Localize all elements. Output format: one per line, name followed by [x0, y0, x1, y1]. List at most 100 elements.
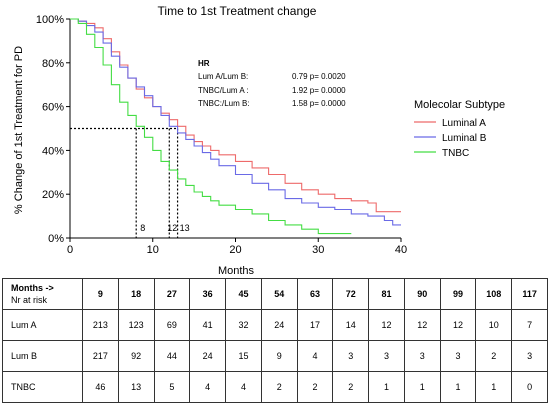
at-risk-cell: 3 [332, 340, 370, 372]
month-header-cell: 36 [189, 278, 227, 310]
at-risk-cell: 12 [403, 309, 441, 341]
at-risk-cell: 9 [260, 340, 298, 372]
at-risk-cell: 4 [225, 371, 262, 403]
at-risk-cell: 3 [403, 340, 441, 372]
at-risk-cell: 69 [153, 309, 191, 341]
y-tick-label: 40% [42, 145, 64, 157]
row-label-cell: Lum A [2, 309, 83, 341]
at-risk-cell: 2 [260, 371, 298, 403]
hr-row-label: TNBC:/Lum B: [198, 99, 250, 108]
at-risk-cell: 15 [225, 340, 262, 372]
month-header-cell: 108 [475, 278, 513, 310]
y-axis-label: % Change of 1st Treatment for PD [13, 46, 25, 214]
month-header-cell: 63 [296, 278, 334, 310]
header-label: Months -> [11, 283, 54, 293]
at-risk-cell: 32 [225, 309, 262, 341]
at-risk-cell: 0 [511, 371, 548, 403]
axes: 0% 20% 40% 60% 80% 100% 0 10 20 30 40 [36, 14, 407, 256]
header-sublabel: Nr at risk [11, 295, 47, 305]
at-risk-cell: 46 [82, 371, 119, 403]
at-risk-cell: 1 [403, 371, 441, 403]
legend-title: Molecolar Subtype [414, 99, 505, 111]
median-label: 12 [167, 223, 177, 233]
series-line-luminal-a [70, 18, 401, 213]
month-header-cell: 45 [225, 278, 262, 310]
at-risk-cell: 41 [189, 309, 227, 341]
at-risk-cell: 12 [368, 309, 405, 341]
number-at-risk-table: Months -> Nr at risk 9 18 27 36 45 54 63 72 81 90 99… [2, 278, 548, 403]
at-risk-cell: 123 [117, 309, 155, 341]
at-risk-cell: 3 [439, 340, 477, 372]
month-header-cell: 18 [117, 278, 155, 310]
at-risk-cell: 14 [332, 309, 370, 341]
at-risk-cell: 5 [153, 371, 191, 403]
hr-row-label: TNBC/Lum A : [198, 86, 249, 95]
hazard-ratio-annotation: HR Lum A/Lum B: 0.79 p= 0.0020 TNBC/Lum … [198, 59, 346, 108]
at-risk-cell: 4 [189, 371, 227, 403]
at-risk-cell: 13 [117, 371, 155, 403]
at-risk-cell: 7 [511, 309, 548, 341]
hr-row-label: Lum A/Lum B: [198, 72, 248, 81]
at-risk-cell: 24 [260, 309, 298, 341]
at-risk-cell: 2 [475, 340, 513, 372]
at-risk-cell: 2 [332, 371, 370, 403]
table-row: Lum A 213 123 69 41 32 24 17 14 12 12 12 10 7 [2, 309, 548, 341]
hr-row-value: 0.79 p= 0.0020 [292, 72, 346, 81]
at-risk-cell: 213 [82, 309, 119, 341]
legend-entry: TNBC [442, 148, 469, 159]
month-header-cell: 81 [368, 278, 405, 310]
row-label-cell: Lum B [2, 340, 83, 372]
median-label: 8 [140, 223, 145, 233]
month-header-cell: 117 [511, 278, 548, 310]
table-header-row: Months -> Nr at risk 9 18 27 36 45 54 63 72 81 90 99… [2, 278, 548, 310]
header-label-cell: Months -> Nr at risk [2, 278, 83, 310]
x-tick-label: 0 [67, 244, 73, 256]
at-risk-cell: 1 [368, 371, 405, 403]
legend-entry: Luminal A [442, 118, 486, 129]
at-risk-cell: 17 [296, 309, 334, 341]
x-axis-label: Months [218, 265, 255, 277]
survival-chart: Time to 1st Treatment change % Change of… [13, 4, 505, 277]
at-risk-cell: 10 [475, 309, 513, 341]
month-header-cell: 27 [153, 278, 191, 310]
x-tick-label: 30 [312, 244, 324, 256]
at-risk-cell: 3 [368, 340, 405, 372]
legend: Molecolar Subtype Luminal A Luminal B TNBC [414, 99, 505, 159]
at-risk-cell: 92 [117, 340, 155, 372]
legend-entry: Luminal B [442, 133, 487, 144]
month-header-cell: 99 [439, 278, 477, 310]
series-line-tnbc [70, 18, 352, 235]
y-tick-label: 100% [36, 14, 64, 26]
chart-title: Time to 1st Treatment change [158, 4, 317, 18]
series-line-luminal-b [70, 18, 401, 226]
at-risk-cell: 1 [439, 371, 477, 403]
median-reference-lines: 8 12 13 [70, 127, 190, 238]
y-tick-label: 60% [42, 102, 64, 114]
hr-row-value: 1.58 p= 0.0000 [292, 99, 346, 108]
month-header-cell: 54 [260, 278, 298, 310]
y-tick-label: 80% [42, 58, 64, 70]
at-risk-cell: 4 [296, 340, 334, 372]
table-row: Lum B 217 92 44 24 15 9 4 3 3 3 3 2 3 [2, 340, 548, 372]
median-label: 13 [180, 223, 190, 233]
x-tick-label: 40 [395, 244, 407, 256]
hr-title: HR [198, 59, 210, 68]
row-label-cell: TNBC [2, 371, 83, 403]
month-header-cell: 72 [332, 278, 370, 310]
survival-curves [70, 18, 401, 235]
at-risk-cell: 24 [189, 340, 227, 372]
at-risk-cell: 1 [475, 371, 513, 403]
y-tick-label: 20% [42, 189, 64, 201]
x-tick-label: 20 [229, 244, 241, 256]
y-tick-label: 0% [48, 233, 64, 245]
at-risk-cell: 44 [153, 340, 191, 372]
x-tick-label: 10 [147, 244, 159, 256]
month-header-cell: 90 [403, 278, 441, 310]
at-risk-cell: 217 [82, 340, 119, 372]
month-header-cell: 9 [82, 278, 119, 310]
table-row: TNBC 46 13 5 4 4 2 2 2 1 1 1 1 0 [2, 371, 548, 403]
at-risk-cell: 3 [511, 340, 548, 372]
at-risk-cell: 2 [296, 371, 334, 403]
hr-row-value: 1.92 p= 0.0000 [292, 86, 346, 95]
at-risk-cell: 12 [439, 309, 477, 341]
